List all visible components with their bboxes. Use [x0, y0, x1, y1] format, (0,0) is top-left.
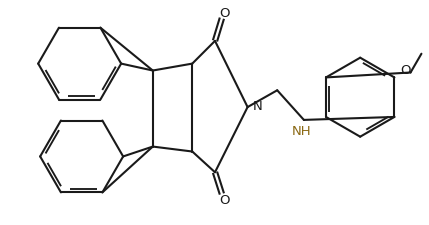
- Text: N: N: [253, 99, 263, 112]
- Text: NH: NH: [292, 125, 312, 138]
- Text: O: O: [400, 64, 411, 77]
- Text: O: O: [220, 194, 230, 207]
- Text: O: O: [220, 7, 230, 20]
